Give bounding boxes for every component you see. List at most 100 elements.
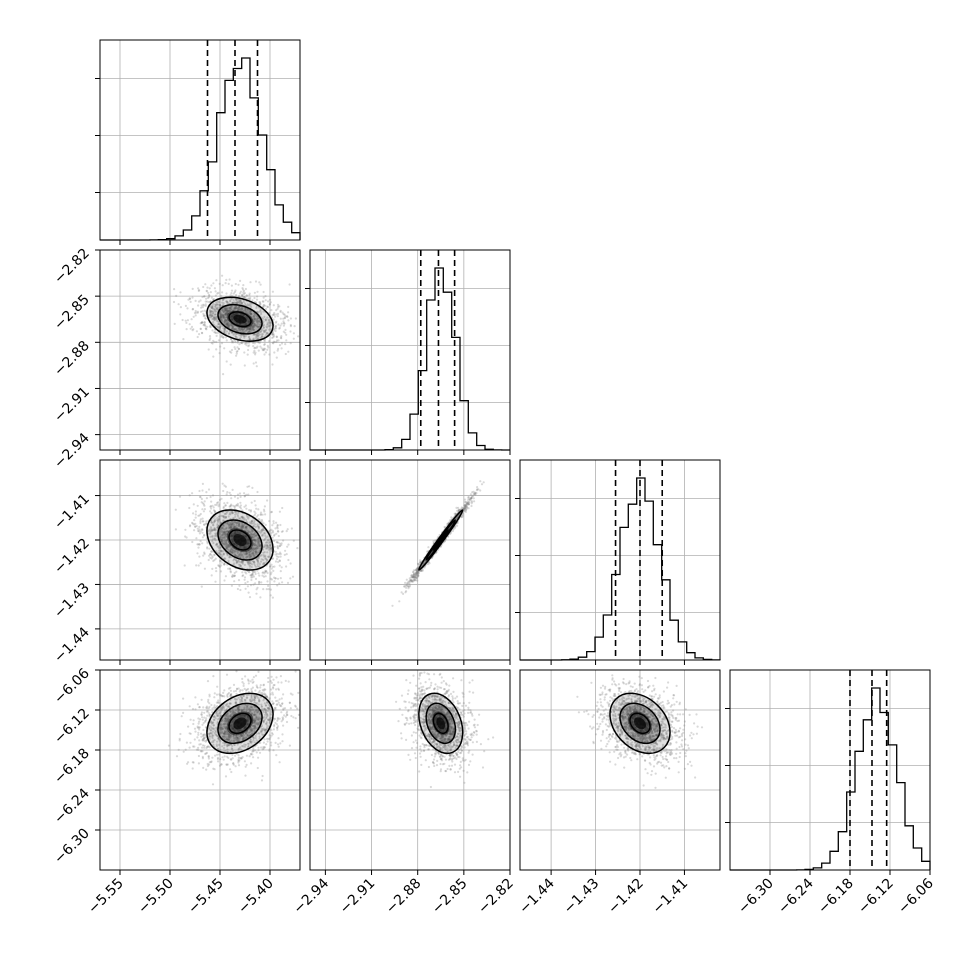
panel-3-0-point [179,732,182,736]
panel-2-1-point [404,581,407,585]
panel-1-0-point [240,302,244,305]
panel-1-0-point [249,312,252,315]
panel-2-0-point [202,510,205,513]
panel-1-0-point [241,309,244,312]
panel-2-0-point [273,545,276,548]
panel-1-0-point [204,300,207,303]
panel-1-0-point [212,316,215,319]
panel-1-0-point [224,308,227,311]
panel-1-0-point [252,320,255,323]
panel-1-0-point [231,324,234,328]
panel-1-0-point [177,303,180,306]
panel-2-0-point [216,524,219,527]
panel-1-0-point [198,333,201,336]
panel-2-0-point [226,522,229,525]
panel-1-0-point [222,302,225,305]
panel-3-0-point [230,770,233,774]
panel-2-0-point [272,569,275,573]
panel-1-0-point [217,303,220,306]
panel-1-0-point [214,305,217,308]
panel-1-0-point [221,308,224,311]
panel-1-0-point [190,318,193,321]
panel-1-0-point [264,318,267,321]
panel-2-0-point [251,541,255,545]
panel-1-0-point [277,339,280,342]
panel-1-0-point [234,307,237,310]
panel-1-0-point [242,292,245,296]
panel-1-0-point [232,313,235,316]
panel-1-0-point [265,325,268,328]
panel-3-0-point [266,737,269,741]
panel-2-0-point [178,495,182,498]
panel-1-0-point [209,313,212,317]
panel-1-0-point [279,317,282,320]
panel-2-0-point [197,543,200,546]
panel-2-0-point [279,570,282,573]
panel-1-0-point [244,342,247,345]
panel-1-0-point [268,353,271,356]
panel-2-0-point [277,560,280,564]
panel-1-1-frame [309,249,511,451]
panel-2-0-point [245,556,248,559]
panel-2-0-point [191,492,194,495]
panel-3-0-point [197,722,200,725]
panel-1-0-point [217,339,220,342]
panel-1-0-point [209,337,212,340]
panel-1-0-point [249,325,252,328]
panel-1-0-point [252,338,255,341]
panel-2-0-point [222,563,225,566]
panel-1-0-point [220,334,223,337]
ylabel-2-1: −1.43 [51,580,93,622]
panel-2-0-point [202,554,205,557]
panel-2-0-point [213,554,216,557]
panel-1-0-point [184,304,187,307]
ylabel-1-1: −2.91 [51,384,93,426]
panel-1-0-point [227,324,231,327]
panel-2-0-point [243,505,246,508]
panel-2-0-point [198,532,201,535]
panel-1-0-point [253,318,257,321]
panel-1-0-point [267,318,270,321]
panel-2-0-point [239,507,243,510]
panel-1-0-point [289,317,292,320]
panel-1-0-point [224,319,227,322]
panel-1-0-point [236,322,239,325]
panel-1-0-point [274,325,277,328]
panel-3-0-point [234,765,237,768]
panel-1-0-point [286,315,289,318]
panel-2-0-point [232,504,235,507]
panel-1-0-point [221,298,224,301]
panel-1-0-point [238,305,241,309]
panel-1-1 [305,249,511,455]
panel-1-0-point [233,306,236,309]
panel-1-0-point [226,300,229,303]
panel-1-0-point [231,328,234,331]
panel-1-0-point [244,341,247,345]
panel-1-0-point [268,302,272,305]
panel-1-0-point [273,313,276,316]
panel-1-0-point [199,327,202,331]
panel-1-0-point [252,351,255,354]
panel-2-0-point [229,534,233,537]
panel-1-0-point [236,309,239,312]
panel-1-0-point [235,302,239,305]
panel-1-0-point [272,336,275,339]
panel-1-0-point [240,308,243,311]
panel-1-0-point [224,311,227,314]
panel-1-0-point [205,328,208,331]
panel-1-0-point [235,352,238,355]
panel-1-0-point [229,294,232,297]
panel-1-0-point [231,327,234,330]
panel-1-0-point [199,299,202,302]
panel-1-0-point [252,362,255,365]
panel-3-0-point [278,761,281,764]
panel-1-0-point [188,297,192,301]
panel-2-0-point [261,571,264,574]
panel-2-0-point [260,518,263,522]
panel-1-0-point [277,305,280,308]
panel-3-0-point [199,743,202,746]
panel-1-0-point [230,313,234,316]
panel-2-0-point [227,559,230,562]
panel-3-0-point [255,751,258,754]
panel-1-0-point [268,303,271,306]
